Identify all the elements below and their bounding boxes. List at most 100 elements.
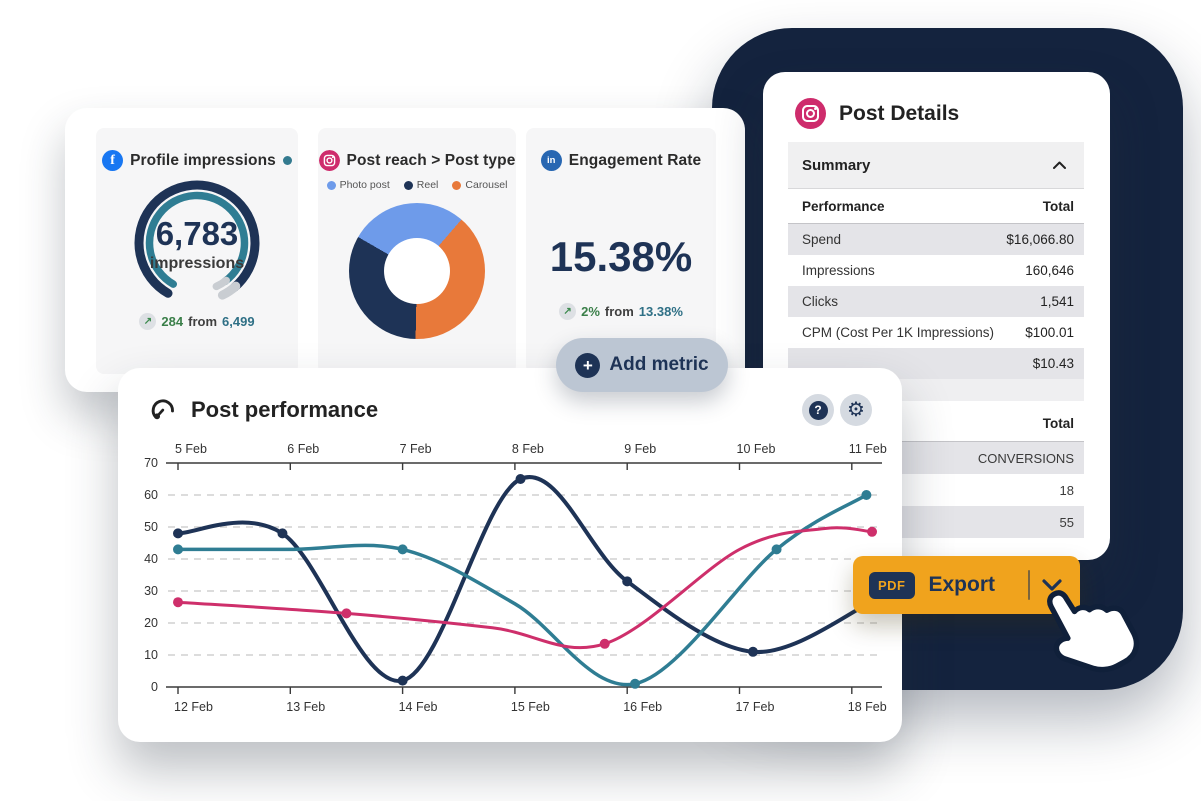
row-value: $10.43 bbox=[1032, 356, 1074, 371]
svg-text:18 Feb: 18 Feb bbox=[848, 700, 887, 714]
metrics-overview-card: f Profile impressions 6,783 impressions … bbox=[65, 108, 745, 392]
svg-text:10: 10 bbox=[144, 648, 158, 662]
legend-label: Carousel bbox=[465, 179, 508, 191]
svg-text:6 Feb: 6 Feb bbox=[287, 442, 319, 456]
summary-section-header[interactable]: Summary bbox=[788, 142, 1084, 189]
svg-text:14 Feb: 14 Feb bbox=[399, 700, 438, 714]
svg-text:40: 40 bbox=[144, 552, 158, 566]
gauge-arcs bbox=[134, 180, 260, 300]
performance-header-total: Total bbox=[1042, 198, 1074, 214]
impressions-gauge: 6,783 impressions bbox=[122, 175, 272, 307]
svg-text:13 Feb: 13 Feb bbox=[286, 700, 325, 714]
metric-title: Post reach > Post type bbox=[346, 151, 516, 169]
delta-previous: 13.38% bbox=[638, 304, 683, 319]
legend-item: Photo post bbox=[326, 179, 390, 191]
teal-dot-icon bbox=[282, 156, 292, 165]
export-button[interactable]: PDF Export bbox=[853, 556, 1080, 614]
metric-title: Engagement Rate bbox=[568, 151, 702, 169]
table-row: $10.43 bbox=[788, 348, 1084, 379]
gauge-center: 6,783 impressions bbox=[122, 175, 272, 307]
trend-up-icon: ↗ bbox=[559, 303, 577, 320]
engagement-rate-value: 15.38% bbox=[549, 233, 693, 280]
row-value: $16,066.80 bbox=[1006, 232, 1074, 247]
legend-label: Reel bbox=[416, 179, 439, 191]
legend-dot-icon bbox=[326, 180, 336, 190]
trend-up-icon: ↗ bbox=[139, 313, 157, 330]
post-details-title: Post Details bbox=[839, 101, 960, 125]
row-value: 1,541 bbox=[1040, 294, 1074, 309]
add-metric-button[interactable]: + Add metric bbox=[556, 338, 728, 392]
chevron-down-icon[interactable] bbox=[1042, 579, 1062, 591]
svg-text:30: 30 bbox=[144, 584, 158, 598]
table-row: Clicks 1,541 bbox=[788, 286, 1084, 317]
summary-label: Summary bbox=[802, 156, 871, 174]
donut-legend: Photo post Reel Carousel bbox=[318, 179, 516, 191]
svg-text:7 Feb: 7 Feb bbox=[400, 442, 432, 456]
performance-header-label: Performance bbox=[802, 198, 885, 214]
delta-change: 284 bbox=[161, 314, 184, 329]
row-label: Spend bbox=[802, 232, 842, 247]
row-label: Impressions bbox=[802, 263, 875, 278]
gear-icon: ⚙ bbox=[847, 399, 865, 421]
question-icon: ? bbox=[808, 400, 828, 420]
instagram-icon bbox=[795, 98, 826, 129]
svg-text:12 Feb: 12 Feb bbox=[174, 700, 213, 714]
svg-text:8 Feb: 8 Feb bbox=[512, 442, 544, 456]
gauge-value: 6,783 bbox=[155, 215, 239, 252]
delta-row: ↗ 284 from 6,499 bbox=[96, 313, 298, 330]
performance-gauge-icon bbox=[151, 398, 174, 419]
svg-text:0: 0 bbox=[151, 680, 158, 694]
chart-title: Post performance bbox=[191, 397, 379, 422]
row-value: 160,646 bbox=[1025, 263, 1074, 278]
plus-icon: + bbox=[575, 352, 601, 378]
gauge-unit: impressions bbox=[149, 255, 245, 272]
export-label: Export bbox=[928, 573, 996, 596]
totals-table-header: Total bbox=[788, 405, 1084, 442]
post-performance-card: Post performance ? ⚙ 5 Feb 12 Feb 6 Feb 13 … bbox=[118, 368, 902, 742]
delta-previous: 6,499 bbox=[222, 314, 255, 329]
svg-text:20: 20 bbox=[144, 616, 158, 630]
facebook-icon: f bbox=[102, 150, 124, 171]
svg-text:70: 70 bbox=[144, 456, 158, 470]
legend-label: Photo post bbox=[339, 179, 390, 191]
table-row: Impressions 160,646 bbox=[788, 255, 1084, 286]
add-metric-label: Add metric bbox=[609, 354, 709, 375]
legend-dot-icon bbox=[452, 180, 462, 190]
table-row: CPM (Cost Per 1K Impressions) $100.01 bbox=[788, 317, 1084, 348]
row-value: $100.01 bbox=[1025, 325, 1074, 340]
post-details-header: Post Details bbox=[795, 98, 1110, 129]
chart-header: Post performance ? ⚙ bbox=[150, 394, 872, 426]
post-type-donut-chart bbox=[349, 203, 485, 339]
svg-text:17 Feb: 17 Feb bbox=[736, 700, 775, 714]
svg-text:9 Feb: 9 Feb bbox=[624, 442, 656, 456]
svg-text:11 Feb: 11 Feb bbox=[849, 442, 887, 456]
metric-header: in Engagement Rate bbox=[526, 150, 716, 171]
svg-text:50: 50 bbox=[144, 520, 158, 534]
performance-table: Spend $16,066.80 Impressions 160,646 Clicks 1… bbox=[788, 224, 1084, 379]
hand-cursor-icon bbox=[1047, 590, 1140, 673]
linkedin-icon: in bbox=[540, 150, 562, 171]
svg-text:10 Feb: 10 Feb bbox=[737, 442, 776, 456]
table-row: Spend $16,066.80 bbox=[788, 224, 1084, 255]
metric-header: Post reach > Post type bbox=[318, 150, 516, 171]
legend-item: Carousel bbox=[452, 179, 507, 191]
metric-title: Profile impressions bbox=[130, 151, 276, 169]
row-label: Clicks bbox=[802, 294, 838, 309]
metric-card-engagement-rate: in Engagement Rate 15.38% ↗ 2% from 13.3… bbox=[526, 128, 716, 374]
metric-card-post-reach: Post reach > Post type Photo post Reel Car… bbox=[318, 128, 516, 374]
metric-header: f Profile impressions bbox=[96, 150, 298, 171]
svg-text:16 Feb: 16 Feb bbox=[623, 700, 662, 714]
divider bbox=[1028, 570, 1030, 600]
delta-change: 2% bbox=[581, 304, 600, 319]
delta-row: ↗ 2% from 13.38% bbox=[526, 303, 716, 320]
help-button[interactable]: ? bbox=[802, 394, 834, 426]
table-row: 18 bbox=[1059, 482, 1074, 498]
svg-text:15 Feb: 15 Feb bbox=[511, 700, 550, 714]
row-label: CPM (Cost Per 1K Impressions) bbox=[802, 325, 995, 340]
settings-button[interactable]: ⚙ bbox=[840, 394, 872, 426]
pdf-format-badge: PDF bbox=[869, 571, 915, 599]
chevron-up-icon[interactable] bbox=[1053, 161, 1066, 169]
legend-dot-icon bbox=[403, 180, 413, 190]
svg-text:60: 60 bbox=[144, 488, 158, 502]
